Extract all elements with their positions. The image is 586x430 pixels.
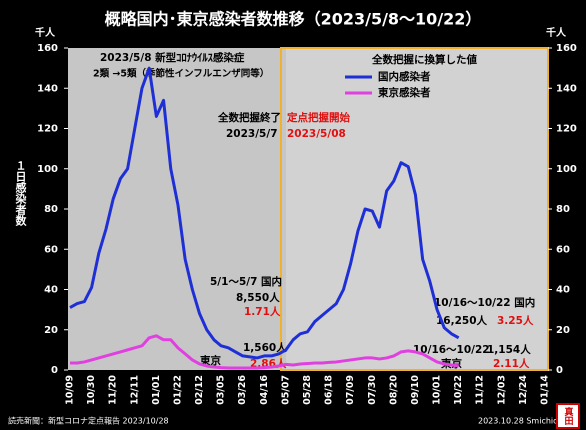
x-tick-label: 05/28 [302, 375, 313, 405]
credit: 2023.10.28 Smichio [478, 417, 558, 426]
annotation: 東京 [200, 354, 221, 367]
x-tick-label: 08/20 [388, 375, 399, 405]
legend-label: 東京感染者 [378, 86, 431, 99]
annotation: 2類 →5類（季節性インフルエンザ同等） [93, 68, 269, 80]
y2-tick-label: 0 [556, 365, 563, 376]
annotation: 2023/5/08 [287, 128, 346, 140]
annotation: 10/16～10/22 国内 [434, 296, 535, 309]
annotation: 全数把握終了 [217, 111, 281, 124]
annotation: 2023/5/7 [226, 128, 278, 140]
x-tick-label: 12/11 [129, 375, 140, 405]
legend-label: 国内感染者 [378, 70, 431, 83]
x-tick-label: 03/05 [216, 375, 227, 405]
y-tick-label: 160 [37, 43, 58, 54]
x-tick-label: 09/10 [410, 375, 421, 405]
legend-title: 全数把握に換算した値 [371, 53, 477, 66]
y2-tick-label: 140 [556, 83, 577, 94]
x-tick-label: 05/07 [280, 375, 291, 405]
x-tick-label: 01/22 [172, 375, 183, 405]
annotation: 2023/5/8 新型ｺﾛﾅｳｲﾙｽ感染症 [100, 51, 245, 64]
annotation: 3.25人 [497, 314, 534, 327]
x-tick-label: 10/30 [86, 375, 97, 405]
y-tick-label: 60 [44, 244, 58, 255]
y2-tick-label: 60 [556, 244, 570, 255]
y2-unit: 千人 [546, 26, 567, 39]
y-tick-label: 100 [37, 164, 58, 175]
y-tick-label: 120 [37, 124, 58, 135]
annotation: 1,560人 [243, 341, 287, 354]
source: 読売新聞：新型コロナ定点報告 2023/10/28 [8, 416, 169, 426]
x-tick-label: 06/18 [324, 375, 335, 405]
y-tick-label: 0 [51, 365, 58, 376]
annotation: 定点把握開始 [286, 111, 350, 124]
x-tick-label: 12/24 [518, 375, 529, 405]
y2-tick-label: 40 [556, 285, 570, 296]
annotation: 1.71人 [244, 305, 281, 318]
x-tick-label: 10/01 [432, 375, 443, 405]
annotation: 1,154人 [487, 343, 531, 356]
series-line [69, 66, 460, 360]
annotation: 2.11人 [493, 357, 530, 370]
y-tick-label: 40 [44, 285, 58, 296]
y-tick-label: 20 [44, 325, 58, 336]
y-axis-label: １日感染者数 [14, 160, 28, 227]
annotation: 5/1～5/7 国内 [210, 275, 282, 288]
annotation: 16,250人 [436, 314, 488, 327]
x-tick-label: 03/26 [237, 375, 248, 405]
x-tick-label: 07/30 [367, 375, 378, 405]
y-tick-label: 80 [44, 204, 58, 215]
y2-tick-label: 120 [556, 124, 577, 135]
y2-tick-label: 160 [556, 43, 577, 54]
x-tick-label: 02/12 [194, 375, 205, 405]
stamp-box [556, 403, 580, 429]
stamp: 真田 [563, 406, 574, 426]
x-tick-label: 10/09 [65, 375, 76, 405]
y-unit: 千人 [35, 26, 56, 39]
x-tick-label: 11/20 [108, 375, 119, 405]
y2-tick-label: 100 [556, 164, 577, 175]
x-tick-label: 10/22 [453, 375, 464, 405]
x-tick-label: 12/03 [496, 375, 507, 405]
x-tick-label: 01/01 [151, 375, 162, 405]
x-tick-label: 04/16 [259, 375, 270, 405]
chart-title: 概略国内･東京感染者数推移（2023/5/8～10/22） [105, 10, 482, 29]
annotation: 8,550人 [236, 291, 280, 304]
y-tick-label: 140 [37, 83, 58, 94]
x-tick-label: 01/14 [540, 375, 551, 405]
y2-tick-label: 80 [556, 204, 570, 215]
x-tick-label: 11/12 [475, 375, 486, 405]
series-line [70, 334, 459, 370]
x-tick-label: 07/09 [345, 375, 356, 405]
y2-tick-label: 20 [556, 325, 570, 336]
annotation: 10/16～10/22 [413, 344, 490, 356]
